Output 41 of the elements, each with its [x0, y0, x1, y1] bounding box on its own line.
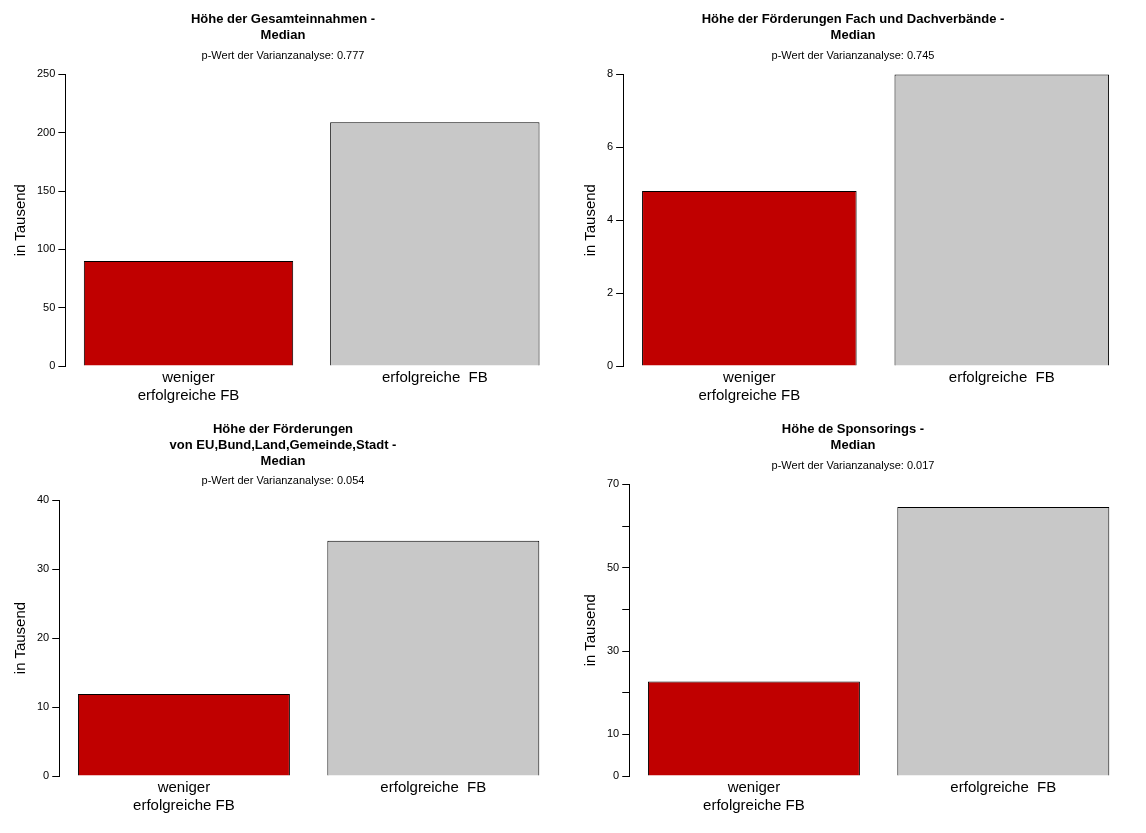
chart-title: Höhe der Förderungen von EU,Bund,Land,Gemeinde,Stadt - Median [169, 421, 397, 468]
y-tick-label: 250 [36, 67, 56, 80]
x-tick-label: weniger erfolgreiche FB [698, 368, 801, 404]
chart-subtitle: p-Wert der Varianzanalyse: 0.777 [201, 48, 365, 61]
y-tick-label: 4 [606, 213, 614, 226]
y-tick-label: 0 [49, 359, 56, 372]
y-tick-label: 20 [36, 631, 50, 644]
y-tick-label: 50 [606, 560, 620, 573]
y-tick-label: 70 [606, 477, 620, 490]
y-axis-title: in Tausend [581, 594, 599, 667]
y-tick-label: 10 [606, 727, 620, 740]
y-tick-label: 150 [36, 184, 56, 197]
chart-subtitle: p-Wert der Varianzanalyse: 0.017 [771, 458, 935, 471]
y-axis-title: in Tausend [11, 184, 29, 257]
x-tick-label: erfolgreiche FB [380, 778, 487, 796]
x-tick-label: erfolgreiche FB [948, 368, 1055, 386]
y-tick-label: 30 [36, 562, 50, 575]
x-tick-label: erfolgreiche FB [950, 778, 1057, 796]
y-tick-label: 0 [43, 769, 50, 782]
y-tick-label: 6 [606, 140, 614, 153]
chart-subtitle: p-Wert der Varianzanalyse: 0.054 [201, 474, 365, 487]
x-tick-label: weniger erfolgreiche FB [133, 778, 235, 814]
y-tick-label: 30 [606, 644, 620, 657]
y-axis-title: in Tausend [11, 601, 29, 675]
y-tick-label: 0 [606, 359, 614, 372]
y-tick-label: 40 [36, 493, 50, 506]
y-tick-label: 0 [613, 769, 620, 782]
y-axis-title: in Tausend [581, 184, 599, 257]
x-tick-label: weniger erfolgreiche FB [703, 778, 805, 814]
chart-title: Höhe de Sponsorings - Median [781, 421, 925, 452]
chart-title: Höhe der Gesamteinnahmen - Median [190, 11, 376, 42]
y-tick-label: 200 [36, 125, 56, 138]
x-tick-label: erfolgreiche FB [381, 368, 488, 386]
y-tick-label: 100 [36, 242, 56, 255]
y-tick-label: 50 [43, 300, 56, 313]
y-tick-label: 8 [606, 67, 614, 80]
y-tick-label: 2 [606, 286, 614, 299]
chart-subtitle: p-Wert der Varianzanalyse: 0.745 [771, 48, 935, 61]
x-tick-label: weniger erfolgreiche FB [137, 368, 240, 404]
chart-title: Höhe der Förderungen Fach und Dachverbände - Median [701, 11, 1005, 42]
y-tick-label: 10 [36, 700, 50, 713]
